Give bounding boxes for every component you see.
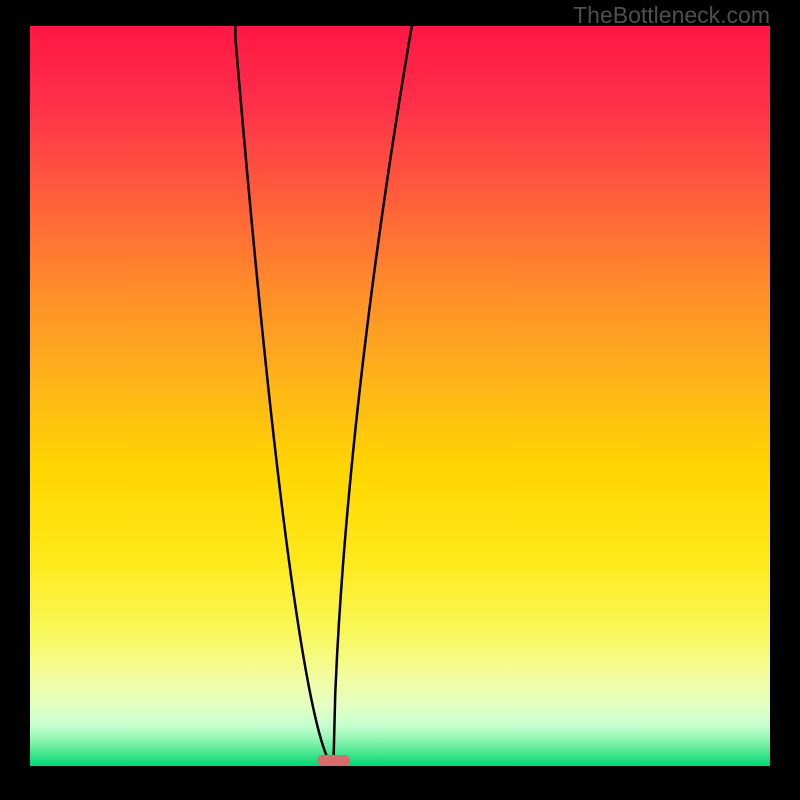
border-left bbox=[0, 0, 30, 800]
chart-frame: TheBottleneck.com bbox=[0, 0, 800, 800]
bottleneck-curve bbox=[30, 26, 770, 766]
border-bottom bbox=[0, 766, 800, 800]
border-right bbox=[770, 0, 800, 800]
plot-area bbox=[30, 26, 770, 766]
watermark-text: TheBottleneck.com bbox=[573, 2, 770, 29]
optimal-marker bbox=[317, 755, 350, 766]
curve-path bbox=[235, 22, 413, 766]
